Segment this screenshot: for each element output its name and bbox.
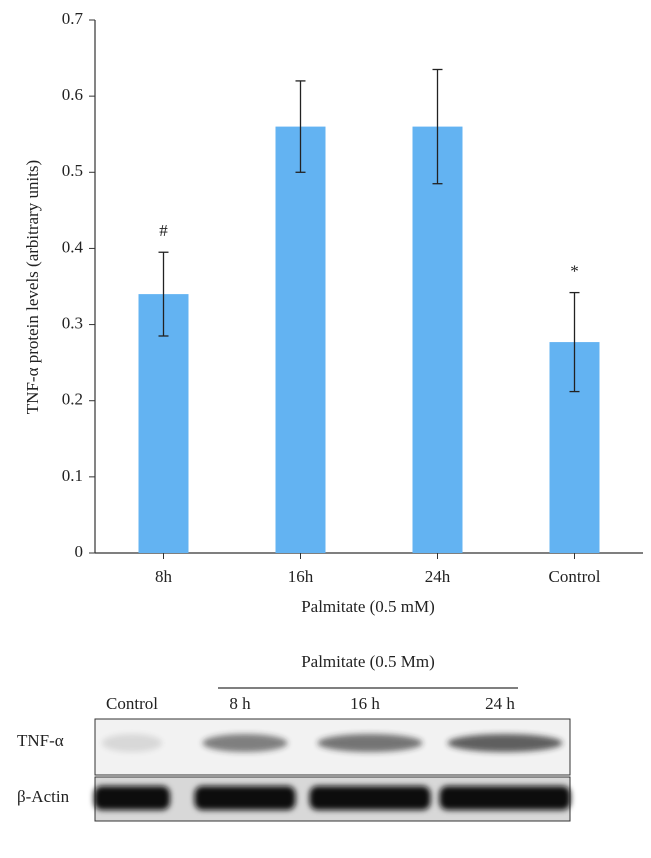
y-tick-label: 0.2	[62, 390, 83, 409]
row-label: β-Actin	[17, 787, 70, 806]
significance-mark: #	[159, 221, 168, 240]
actin-band	[94, 786, 170, 810]
actin-band	[439, 786, 571, 810]
actin-band	[309, 786, 431, 810]
lane-label: 16 h	[350, 694, 380, 713]
x-tick-label: 24h	[425, 567, 451, 586]
y-tick-label: 0.4	[62, 237, 84, 256]
y-tick-label: 0.3	[62, 313, 83, 332]
bar	[138, 294, 189, 553]
row-label: TNF-α	[17, 731, 64, 750]
tnf-band	[202, 734, 288, 752]
y-tick-label: 0.7	[62, 9, 84, 28]
x-tick-label: 16h	[288, 567, 314, 586]
lane-label: 24 h	[485, 694, 515, 713]
bar	[275, 126, 326, 553]
y-tick-label: 0	[75, 542, 84, 561]
lane-label: Control	[106, 694, 158, 713]
significance-mark: *	[570, 261, 579, 280]
y-axis-label: TNF-α protein levels (arbitrary units)	[23, 160, 42, 414]
bar	[412, 126, 463, 553]
x-axis-label: Palmitate (0.5 mM)	[301, 597, 435, 616]
lane-label: 8 h	[229, 694, 251, 713]
tnf-band	[317, 734, 423, 752]
y-tick-label: 0.5	[62, 161, 83, 180]
x-tick-label: Control	[549, 567, 601, 586]
tnf-band	[102, 734, 162, 752]
blot-group-label: Palmitate (0.5 Mm)	[301, 652, 435, 671]
y-tick-label: 0.1	[62, 466, 83, 485]
tnf-band	[447, 734, 563, 752]
actin-band	[194, 786, 296, 810]
x-tick-label: 8h	[155, 567, 173, 586]
y-tick-label: 0.6	[62, 85, 83, 104]
